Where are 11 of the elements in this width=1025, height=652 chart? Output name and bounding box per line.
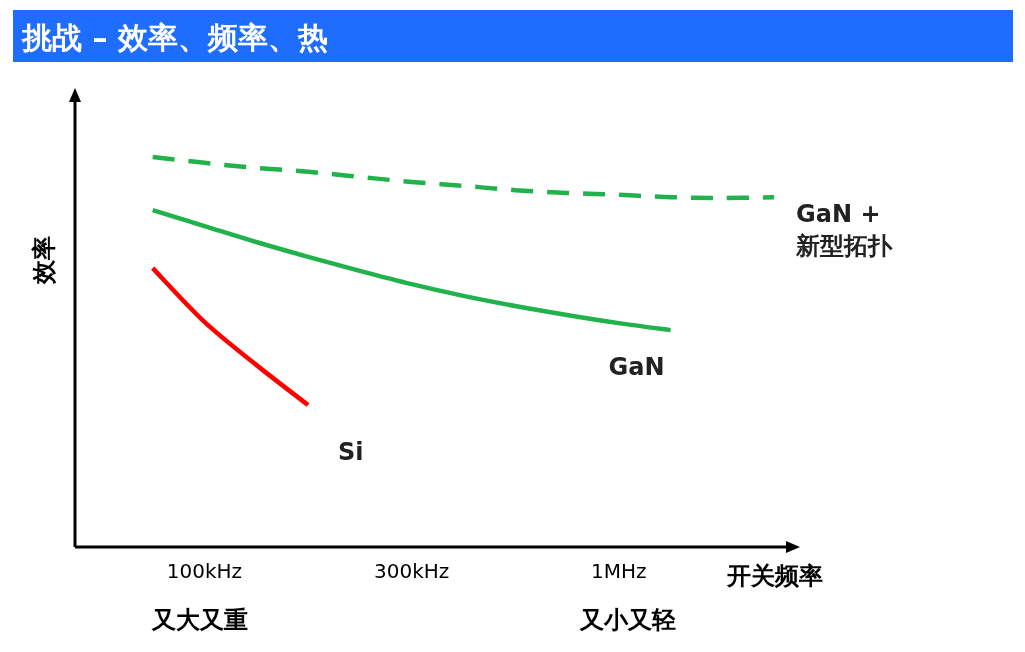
x-tick-label: 300kHz bbox=[373, 559, 450, 583]
series-label: GaN + 新型拓扑 bbox=[795, 200, 894, 261]
text: 又小又轻 bbox=[579, 606, 676, 634]
x-tick-label: 1MHz bbox=[590, 559, 647, 583]
x-tick-label: 100kHz bbox=[166, 559, 243, 583]
text: 又大又重 bbox=[151, 606, 248, 634]
x-axis-title: 开关频率 bbox=[726, 562, 823, 590]
series-label: Si bbox=[338, 438, 364, 467]
chart-title: 挑战 – 效率、频率、热 bbox=[21, 20, 328, 55]
y-axis-title: 效率 bbox=[30, 236, 58, 285]
series-label: GaN bbox=[608, 353, 665, 382]
